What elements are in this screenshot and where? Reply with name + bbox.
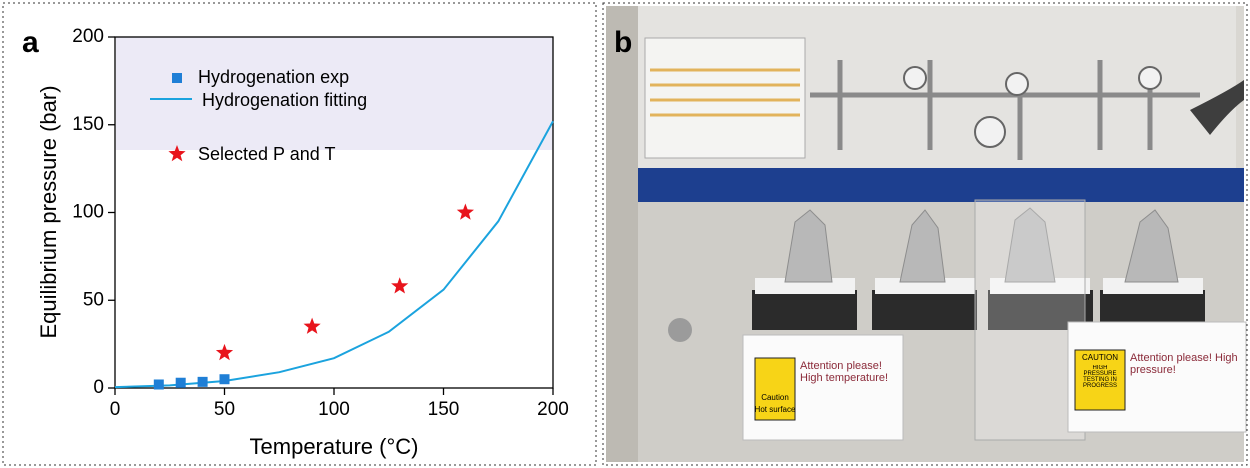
sign-text: CAUTION — [1082, 353, 1118, 362]
legend-label: Hydrogenation exp — [198, 67, 349, 87]
y-tick-label: 150 — [72, 114, 104, 135]
blue-shelf — [636, 168, 1244, 202]
gauges — [903, 66, 1162, 148]
x-tick-label: 0 — [110, 399, 121, 420]
legend-label: Selected P and T — [198, 144, 335, 164]
legend-marker — [168, 145, 186, 162]
x-tick-label: 50 — [214, 399, 235, 420]
y-axis-label: Equilibrium pressure (bar) — [36, 85, 61, 338]
data-point — [456, 203, 474, 220]
legend-background — [116, 37, 553, 150]
panel-label: a — [22, 26, 39, 59]
x-tick-label: 200 — [537, 399, 569, 420]
y-tick-label: 50 — [83, 289, 104, 310]
sign-hazard: HIGH PRESSURE TESTING IN PROGRESS — [1082, 365, 1117, 389]
data-point — [215, 343, 234, 361]
foil-reactors — [784, 207, 1179, 283]
sign-text: Hot surface — [755, 405, 796, 414]
y-tick-label: 0 — [93, 377, 104, 398]
outlet — [668, 318, 692, 342]
gas-lines — [810, 60, 1200, 160]
legend-label: Hydrogenation fitting — [202, 90, 367, 110]
y-tick-label: 200 — [72, 26, 104, 47]
panel-border — [2, 2, 597, 466]
sign-text: Attention please! High pressure! — [1130, 352, 1238, 376]
x-axis-label: Temperature (°C) — [250, 434, 419, 459]
sign-left: Caution Hot surface Attention please! Hi… — [742, 334, 904, 441]
sign-text: Attention please! High temperature! — [800, 360, 889, 384]
shield — [974, 199, 1086, 441]
legend-marker — [172, 73, 182, 83]
fit-line — [114, 120, 554, 389]
sign-message: Attention please! High temperature! — [800, 360, 889, 384]
panel-label: b — [614, 26, 632, 59]
data-point — [219, 374, 230, 385]
data-point — [175, 377, 186, 388]
data-point — [197, 376, 208, 387]
data-point — [303, 317, 321, 334]
sign-icon — [1074, 349, 1126, 411]
sheet-rows — [650, 68, 800, 117]
hood-frame — [606, 6, 638, 462]
sign-message: Attention please! High pressure! — [1130, 352, 1238, 376]
sign-right: CAUTION HIGH PRESSURE TESTING IN PROGRES… — [1067, 321, 1247, 433]
hose — [1190, 80, 1244, 135]
panel-border — [602, 2, 1248, 466]
y-tick-label: 100 — [72, 202, 104, 223]
paper-sheet — [644, 37, 806, 159]
photo: Caution Hot surface Attention please! Hi… — [606, 6, 1247, 462]
data-point — [153, 379, 164, 390]
data-point — [391, 277, 409, 294]
sign-text: Caution — [761, 393, 789, 402]
x-tick-label: 150 — [428, 399, 460, 420]
x-tick-label: 100 — [318, 399, 350, 420]
sign-text: HIGH PRESSURE TESTING IN PROGRESS — [1082, 365, 1117, 389]
sign-icon — [754, 357, 796, 421]
